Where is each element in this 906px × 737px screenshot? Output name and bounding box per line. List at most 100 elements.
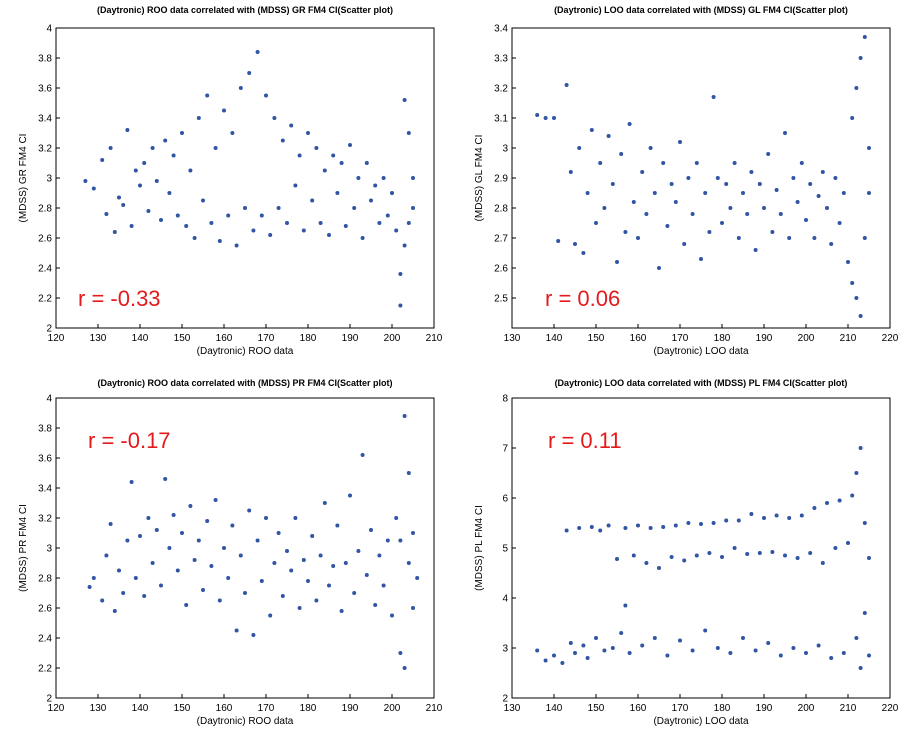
data-point — [310, 534, 315, 538]
data-point — [411, 206, 415, 210]
data-point — [762, 516, 766, 520]
data-point — [703, 191, 708, 195]
data-point — [159, 583, 163, 588]
data-point — [159, 218, 163, 222]
y-tick-label: 2.6 — [38, 604, 52, 615]
data-point — [833, 546, 838, 550]
data-point — [398, 651, 403, 655]
data-point — [774, 188, 779, 192]
data-point — [741, 636, 745, 640]
data-point — [322, 501, 327, 505]
data-point — [87, 585, 92, 589]
data-point — [129, 480, 134, 484]
x-tick-label: 150 — [588, 333, 605, 344]
data-point — [673, 200, 678, 204]
data-point — [373, 603, 378, 607]
x-tick-label: 150 — [174, 703, 191, 714]
data-point — [644, 561, 649, 565]
data-point — [732, 161, 737, 165]
x-tick-label: 120 — [48, 703, 65, 714]
x-tick-label: 170 — [672, 333, 689, 344]
data-point — [167, 546, 172, 550]
data-point — [682, 558, 687, 563]
data-point — [129, 224, 134, 228]
data-point — [226, 213, 231, 218]
data-point — [163, 138, 168, 143]
data-point — [175, 568, 180, 573]
data-point — [276, 206, 281, 210]
data-point — [180, 131, 184, 135]
data-point — [552, 116, 556, 120]
data-point — [171, 153, 176, 158]
scatter-panel-3: (Daytronic) ROO data correlated with (MD… — [18, 378, 443, 727]
data-point — [867, 556, 871, 560]
correlation-annotation: r = 0.11 — [548, 428, 622, 453]
data-point — [829, 242, 834, 246]
data-point — [594, 636, 598, 640]
data-point — [867, 653, 871, 658]
data-point — [243, 591, 247, 595]
data-point — [589, 525, 594, 529]
data-point — [543, 116, 548, 120]
data-point — [293, 516, 298, 520]
x-tick-label: 190 — [342, 703, 359, 714]
data-point — [327, 233, 331, 237]
data-point — [217, 239, 222, 243]
data-point — [251, 633, 256, 637]
x-tick-label: 210 — [840, 703, 857, 714]
data-point — [783, 553, 787, 558]
data-point — [394, 228, 399, 233]
data-point — [850, 281, 855, 285]
data-point — [100, 598, 105, 603]
x-tick-label: 140 — [132, 333, 149, 344]
data-point — [142, 161, 147, 165]
data-point — [568, 641, 573, 645]
scatter-panel-2: (Daytronic) LOO data correlated with (MD… — [474, 5, 899, 357]
data-point — [289, 123, 294, 128]
data-point — [661, 161, 666, 165]
data-point — [640, 643, 645, 648]
data-point — [201, 588, 205, 592]
data-point — [133, 168, 138, 173]
data-point — [816, 194, 821, 198]
y-tick-label: 3 — [502, 644, 508, 655]
data-point — [411, 606, 415, 610]
x-tick-label: 200 — [384, 703, 401, 714]
data-point — [209, 221, 214, 225]
y-tick-label: 3.4 — [494, 24, 508, 35]
y-tick-label: 7 — [502, 444, 508, 455]
x-tick-label: 160 — [216, 333, 233, 344]
data-point — [627, 651, 632, 655]
data-point — [770, 550, 775, 554]
y-tick-label: 2.5 — [494, 294, 508, 305]
data-point — [301, 558, 306, 562]
y-tick-label: 4 — [502, 594, 508, 605]
data-point — [184, 603, 189, 607]
y-tick-label: 3.6 — [38, 454, 52, 465]
data-point — [285, 221, 289, 225]
y-axis-label: (MDSS) GR FM4 CI — [18, 134, 29, 223]
data-point — [335, 523, 340, 528]
data-point — [854, 296, 859, 300]
data-point — [251, 228, 256, 233]
data-point — [175, 213, 180, 218]
data-point — [146, 516, 151, 520]
data-point — [749, 170, 754, 174]
data-point — [720, 555, 724, 559]
x-tick-label: 140 — [132, 703, 149, 714]
data-point — [385, 213, 390, 218]
x-tick-label: 200 — [798, 333, 815, 344]
y-tick-label: 3 — [46, 174, 52, 185]
data-points — [535, 35, 871, 318]
data-point — [196, 116, 201, 120]
data-point — [285, 549, 289, 553]
data-point — [306, 131, 310, 135]
data-point — [657, 266, 661, 270]
y-tick-label: 3 — [46, 544, 52, 555]
data-point — [594, 221, 598, 225]
data-point — [862, 521, 867, 525]
data-point — [858, 666, 863, 670]
x-tick-label: 210 — [840, 333, 857, 344]
data-point — [829, 656, 834, 660]
y-tick-label: 2.2 — [38, 664, 52, 675]
